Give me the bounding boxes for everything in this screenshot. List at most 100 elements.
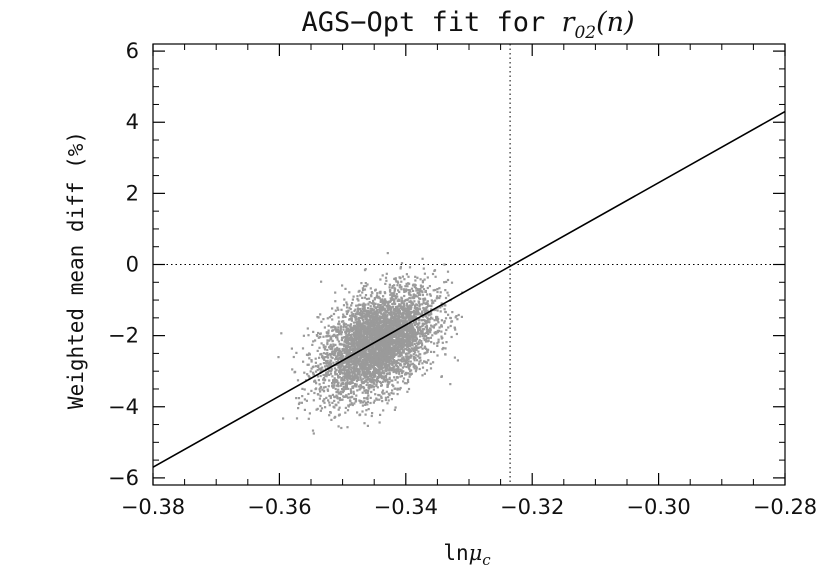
scatter-point [414,275,417,278]
scatter-point [364,268,367,271]
scatter-point [395,360,398,363]
scatter-point [420,290,423,293]
scatter-point [347,354,350,357]
scatter-point [348,376,351,379]
scatter-point [391,286,394,289]
scatter-point [378,320,381,323]
scatter-point [413,332,416,335]
scatter-point [372,350,375,353]
scatter-point [393,284,396,287]
scatter-point [392,366,395,370]
scatter-point [397,366,400,369]
scatter-point [391,383,394,386]
scatter-point [430,316,433,319]
scatter-point [412,334,415,337]
scatter-point [393,321,396,324]
scatter-point [392,362,396,365]
scatter-point [424,315,427,318]
scatter-point [337,316,340,319]
scatter-point [405,336,408,339]
scatter-point [355,383,358,386]
scatter-point [383,375,386,378]
scatter-point [388,362,391,366]
scatter-point [370,355,373,358]
scatter-point [374,334,377,337]
scatter-point [317,379,320,382]
scatter-point [421,362,424,365]
scatter-point [402,311,405,314]
scatter-point [371,358,374,361]
scatter-point [396,324,399,327]
scatter-point [353,358,356,361]
scatter-point [333,377,336,380]
scatter-point [387,392,390,395]
scatter-point [346,374,349,377]
scatter-point [335,330,338,333]
scatter-point [312,373,315,376]
scatter-point [347,405,350,408]
scatter-point [402,335,405,338]
scatter-point [420,319,423,322]
scatter-point [366,352,370,355]
scatter-point [380,338,384,341]
scatter-point [413,313,416,317]
scatter-point [356,324,359,327]
scatter-point [358,351,361,354]
scatter-point [326,389,330,392]
scatter-point [361,303,364,306]
scatter-point [426,327,429,330]
scatter-point [414,370,417,373]
scatter-point [423,332,426,335]
scatter-point [344,344,347,347]
scatter-point [367,329,370,332]
scatter-point [308,412,311,415]
scatter-point [398,276,401,279]
scatter-point [394,277,397,280]
scatter-point [414,311,417,314]
scatter-point [358,360,361,363]
scatter-point [376,357,379,361]
scatter-point [319,394,322,397]
scatter-point [421,281,424,284]
scatter-point [405,355,408,358]
scatter-point [393,301,396,304]
scatter-point [331,382,334,385]
scatter-point [435,323,438,326]
scatter-point [363,422,366,425]
scatter-point [427,332,430,335]
scatter-point [339,362,342,365]
scatter-point [403,365,406,368]
scatter-point [408,308,411,311]
scatter-point [373,305,376,308]
scatter-point [419,325,422,328]
scatter-point [409,337,412,340]
scatter-point [425,326,428,329]
scatter-point [406,348,409,351]
scatter-point [366,283,369,286]
scatter-point [430,305,433,308]
scatter-point [420,333,423,336]
scatter-point [370,314,373,317]
scatter-point [373,311,376,314]
scatter-point [346,379,349,382]
scatter-point [361,307,364,310]
scatter-point [414,284,417,287]
scatter-point [387,303,390,306]
scatter-point [336,363,339,366]
scatter-point [322,318,325,321]
scatter-point [386,402,389,405]
scatter-point [363,315,366,318]
scatter-point [353,340,356,343]
scatter-point [388,347,391,351]
scatter-point [373,337,377,340]
scatter-point [394,302,397,305]
scatter-point [391,334,395,337]
scatter-point [350,336,353,339]
scatter-point [358,399,361,402]
scatter-point [364,403,367,406]
scatter-point [403,316,406,319]
scatter-point [406,312,409,315]
scatter-point [373,382,376,385]
scatter-point [424,360,427,363]
scatter-point [372,401,375,404]
